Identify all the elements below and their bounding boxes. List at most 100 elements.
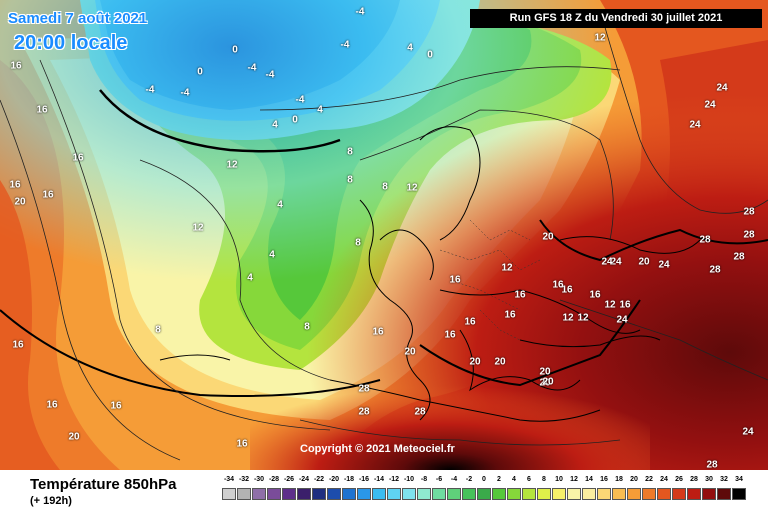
- isotherm-label: 4: [269, 249, 275, 261]
- isotherm-label: 28: [358, 406, 370, 418]
- isotherm-label: 12: [594, 32, 606, 44]
- isotherm-label: 16: [464, 316, 476, 328]
- legend-tick: 20: [630, 476, 638, 483]
- isotherm-label: 12: [226, 159, 238, 171]
- isotherm-label: 16: [561, 284, 573, 296]
- isotherm-label: 16: [12, 339, 24, 351]
- isotherm-label: 28: [699, 234, 711, 246]
- legend-swatch: [507, 488, 521, 500]
- legend-tick: -14: [373, 476, 385, 483]
- legend-swatch: [432, 488, 446, 500]
- isotherm-label: 0: [292, 114, 298, 126]
- legend-tick: -16: [358, 476, 370, 483]
- isotherm-label: 12: [577, 312, 589, 324]
- isotherm-label: 12: [406, 182, 418, 194]
- isotherm-label: 20: [638, 256, 650, 268]
- isotherm-label: 4: [277, 199, 283, 211]
- legend-tick: -22: [313, 476, 325, 483]
- legend-tick: -20: [328, 476, 340, 483]
- isotherm-label: 16: [72, 152, 84, 164]
- isotherm-label: 28: [743, 229, 755, 241]
- legend-tick: -8: [420, 476, 428, 483]
- isotherm-label: 20: [539, 377, 551, 389]
- legend-tick: 6: [527, 476, 531, 483]
- isotherm-label: 16: [619, 299, 631, 311]
- legend-tick: -4: [450, 476, 458, 483]
- legend-tick: -12: [388, 476, 400, 483]
- legend-swatch: [237, 488, 251, 500]
- isotherm-label: 24: [716, 82, 728, 94]
- legend-tick: -34: [223, 476, 235, 483]
- legend-swatch: [357, 488, 371, 500]
- legend-swatch: [657, 488, 671, 500]
- isotherm-label: 12: [604, 299, 616, 311]
- isotherm-label: 4: [407, 42, 413, 54]
- isotherm-label: 16: [236, 438, 248, 450]
- isotherm-label: 4: [247, 272, 253, 284]
- copyright: Copyright © 2021 Meteociel.fr: [300, 443, 455, 455]
- isotherm-label: 20: [469, 356, 481, 368]
- run-info: Run GFS 18 Z du Vendredi 30 juillet 2021: [470, 9, 762, 28]
- legend-tick: 4: [512, 476, 516, 483]
- legend-tick: 24: [660, 476, 668, 483]
- isotherm-label: 16: [9, 179, 21, 191]
- temperature-map: -4 -4 0 0 -4 -4 -4 -4 0 -4 4 0 4 4 8 8 12 12 16 16 16 16 16 16 1…: [0, 0, 768, 470]
- isotherm-label: 16: [36, 104, 48, 116]
- legend-tick: -24: [298, 476, 310, 483]
- legend-swatch: [312, 488, 326, 500]
- legend-tick: -26: [283, 476, 295, 483]
- isotherm-label: -4: [295, 94, 305, 106]
- local-time: 20:00 locale: [14, 32, 128, 54]
- isotherm-label: -4: [247, 62, 257, 74]
- legend-swatch: [687, 488, 701, 500]
- isotherm-label: 24: [601, 256, 613, 268]
- legend-tick: -28: [268, 476, 280, 483]
- isotherm-label: 16: [514, 289, 526, 301]
- legend-swatch: [732, 488, 746, 500]
- legend-tick: -2: [465, 476, 473, 483]
- legend-swatch: [297, 488, 311, 500]
- isotherm-label: 28: [358, 383, 370, 395]
- isotherm-label: 28: [414, 406, 426, 418]
- isotherm-label: 16: [46, 399, 58, 411]
- isotherm-label: 0: [427, 49, 433, 61]
- isotherm-label: 20: [14, 196, 26, 208]
- legend-tick: 18: [615, 476, 623, 483]
- isotherm-label: -4: [355, 6, 365, 18]
- legend-tick: 12: [570, 476, 578, 483]
- isotherm-label: 20: [494, 356, 506, 368]
- isotherm-label: 20: [542, 231, 554, 243]
- isotherm-label: 24: [704, 99, 716, 111]
- isotherm-label: 8: [355, 237, 361, 249]
- isotherm-label: 12: [501, 262, 513, 274]
- legend-swatch: [582, 488, 596, 500]
- legend-swatch: [267, 488, 281, 500]
- isotherm-label: 16: [10, 60, 22, 72]
- legend-swatch: [402, 488, 416, 500]
- isotherm-label: 8: [155, 324, 161, 336]
- isotherm-label: 0: [232, 44, 238, 56]
- legend-swatch: [282, 488, 296, 500]
- legend-tick: 32: [720, 476, 728, 483]
- legend-tick: -30: [253, 476, 265, 483]
- legend-swatch: [342, 488, 356, 500]
- legend-swatch: [717, 488, 731, 500]
- isotherm-label: 16: [449, 274, 461, 286]
- isotherm-label: 24: [616, 314, 628, 326]
- isotherm-label: 24: [742, 426, 754, 438]
- isotherm-label: 20: [404, 346, 416, 358]
- legend-swatch: [597, 488, 611, 500]
- legend-tick: 28: [690, 476, 698, 483]
- isotherm-label: 16: [42, 189, 54, 201]
- valid-date: Samedi 7 août 2021: [8, 10, 148, 27]
- legend-tick: 22: [645, 476, 653, 483]
- isotherm-label: 4: [317, 104, 323, 116]
- isotherm-label: 20: [539, 366, 551, 378]
- color-legend: -34 -32 -30 -28 -26 -24 -22 -20 -18 -16 -14 -12 -10-…: [222, 476, 754, 508]
- legend-swatch: [612, 488, 626, 500]
- isotherm-label: 16: [504, 309, 516, 321]
- legend-swatch: [522, 488, 536, 500]
- legend-tick: 2: [497, 476, 501, 483]
- isotherm-label: 8: [382, 181, 388, 193]
- isotherm-label: -4: [265, 69, 275, 81]
